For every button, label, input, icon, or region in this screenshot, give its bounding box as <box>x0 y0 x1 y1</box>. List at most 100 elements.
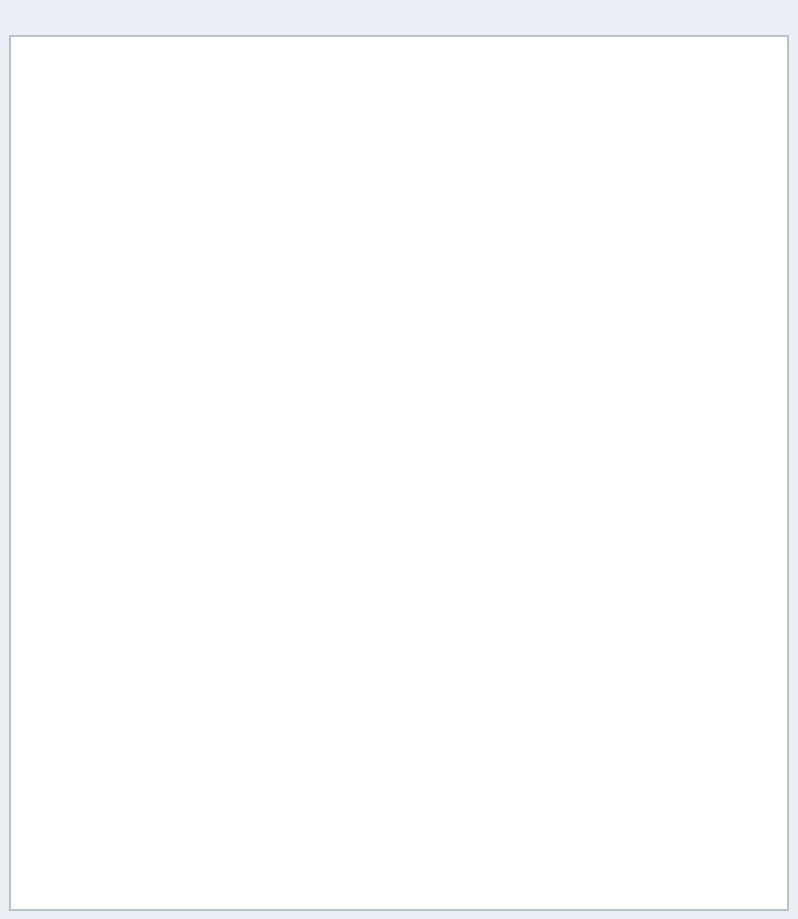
Text: 314.1: 314.1 <box>638 187 672 200</box>
Text: 23.2: 23.2 <box>373 860 399 873</box>
Text: 427.3: 427.3 <box>449 132 483 145</box>
Text: 16.9: 16.9 <box>373 805 399 819</box>
Text: 53.4: 53.4 <box>646 460 672 472</box>
Text: 205.6: 205.6 <box>638 656 672 669</box>
Text: 29.5: 29.5 <box>456 629 483 641</box>
Text: 8.8: 8.8 <box>551 833 570 845</box>
Text: 2014: 2014 <box>487 523 519 536</box>
Text: Sales and Marketing: Sales and Marketing <box>16 215 136 228</box>
Text: Earnings per Share: Earnings per Share <box>16 495 128 508</box>
Text: (35.0): (35.0) <box>448 278 483 291</box>
Text: (28.9): (28.9) <box>364 278 399 291</box>
Text: $0.15: $0.15 <box>449 495 483 508</box>
Text: (249.7): (249.7) <box>527 160 570 173</box>
Text: 575.3: 575.3 <box>449 888 483 901</box>
Text: (4.3): (4.3) <box>455 396 483 409</box>
Text: Net Property, Plant &: Net Property, Plant & <box>16 680 141 693</box>
Text: 167.7: 167.7 <box>282 656 315 669</box>
Text: 23.1: 23.1 <box>456 805 483 819</box>
Text: (All data as of fiscal year end; in $ millions): (All data as of fiscal year end; in $ mi… <box>248 60 550 73</box>
Text: 2013: 2013 <box>403 105 436 119</box>
Text: (millions): (millions) <box>16 462 71 475</box>
Text: Total Current Liabilities: Total Current Liabilities <box>30 860 167 873</box>
Text: 2.1: 2.1 <box>381 424 399 437</box>
Text: 69.2: 69.2 <box>373 601 399 614</box>
Text: 88.4: 88.4 <box>456 573 483 586</box>
Text: 602.0: 602.0 <box>638 888 672 901</box>
Text: 9.3: 9.3 <box>654 833 672 845</box>
Text: (66.0): (66.0) <box>535 243 570 255</box>
Text: 31.5: 31.5 <box>646 805 672 819</box>
Text: (4.8): (4.8) <box>542 396 570 409</box>
Text: (65.8): (65.8) <box>364 215 399 228</box>
Text: Interest Income (Expense): Interest Income (Expense) <box>16 342 172 355</box>
Text: Data Table: Data Table <box>34 9 108 23</box>
Text: (59.5): (59.5) <box>447 243 483 255</box>
Text: 8.1: 8.1 <box>464 424 483 437</box>
Text: Administration: Administration <box>16 243 103 255</box>
Circle shape <box>8 6 28 26</box>
Text: 17.8: 17.8 <box>290 805 315 819</box>
Text: Revenue: Revenue <box>16 132 67 145</box>
Text: Long-Term Debt: Long-Term Debt <box>16 888 109 901</box>
Text: 509.5: 509.5 <box>537 132 570 145</box>
Text: Cash: Cash <box>16 573 45 586</box>
Text: (79.9): (79.9) <box>637 243 672 255</box>
Text: 2014: 2014 <box>487 105 519 119</box>
Text: 81.3: 81.3 <box>544 573 570 586</box>
Text: 2016: 2016 <box>678 523 711 536</box>
Text: 68.2: 68.2 <box>456 601 483 614</box>
Text: (1.2): (1.2) <box>371 396 399 409</box>
Text: 8.9: 8.9 <box>551 424 570 437</box>
Text: (174.3): (174.3) <box>356 160 399 173</box>
Text: 363.7: 363.7 <box>638 728 672 741</box>
Text: (103.3): (103.3) <box>527 215 570 228</box>
Text: 351.9: 351.9 <box>638 692 672 705</box>
Text: 500.4: 500.4 <box>282 888 315 901</box>
Text: Cost of Goods Sold: Cost of Goods Sold <box>16 160 127 173</box>
Text: 602.0: 602.0 <box>536 888 570 901</box>
Text: $0.40: $0.40 <box>638 495 672 508</box>
Text: (26.2): (26.2) <box>280 278 315 291</box>
Text: Pretax Income: Pretax Income <box>30 369 115 381</box>
Text: (81.8): (81.8) <box>447 215 483 228</box>
Text: 53.4: 53.4 <box>373 460 399 472</box>
Text: 341.8: 341.8 <box>536 692 570 705</box>
Text: 221.8: 221.8 <box>449 187 483 200</box>
Text: 51.4: 51.4 <box>544 314 570 327</box>
Text: 32.9: 32.9 <box>646 369 672 381</box>
Text: 777.1: 777.1 <box>365 754 399 768</box>
Text: 243.5: 243.5 <box>282 692 315 705</box>
Text: 87.3: 87.3 <box>290 601 315 614</box>
Text: 53.4: 53.4 <box>456 460 483 472</box>
Text: 921.2: 921.2 <box>638 754 672 768</box>
Text: 309.6: 309.6 <box>449 692 483 705</box>
Text: (39.1): (39.1) <box>535 278 570 291</box>
Text: Net Income: Net Income <box>30 424 98 437</box>
Text: 73.0: 73.0 <box>646 314 672 327</box>
Text: Balance Sheet: Balance Sheet <box>16 523 111 536</box>
Text: 36.3: 36.3 <box>373 314 399 327</box>
Text: Accounts Receivable: Accounts Receivable <box>16 601 137 614</box>
Text: (33.1): (33.1) <box>447 342 483 355</box>
Text: ×: × <box>776 8 788 24</box>
Text: 53.4: 53.4 <box>544 460 570 472</box>
Text: 259.8: 259.8 <box>536 187 570 200</box>
Text: 187.9: 187.9 <box>536 656 570 669</box>
Text: 604.4: 604.4 <box>638 132 672 145</box>
Text: 2013: 2013 <box>403 523 436 536</box>
Text: (31.8): (31.8) <box>280 342 315 355</box>
Text: 2012: 2012 <box>322 523 354 536</box>
Text: Goodwill & Intangibles: Goodwill & Intangibles <box>16 728 148 741</box>
Text: 223.3: 223.3 <box>282 187 315 200</box>
Text: □: □ <box>766 44 776 53</box>
Text: 407.6: 407.6 <box>282 132 315 145</box>
Text: 3.3: 3.3 <box>381 369 399 381</box>
Text: 500.4: 500.4 <box>365 888 399 901</box>
Text: 7.5: 7.5 <box>297 833 315 845</box>
Text: 25.3: 25.3 <box>290 860 315 873</box>
Text: 2015: 2015 <box>576 105 609 119</box>
Text: Shares Outstanding: Shares Outstanding <box>16 448 133 460</box>
Text: (184.3): (184.3) <box>273 160 315 173</box>
Text: —: — <box>751 9 764 23</box>
